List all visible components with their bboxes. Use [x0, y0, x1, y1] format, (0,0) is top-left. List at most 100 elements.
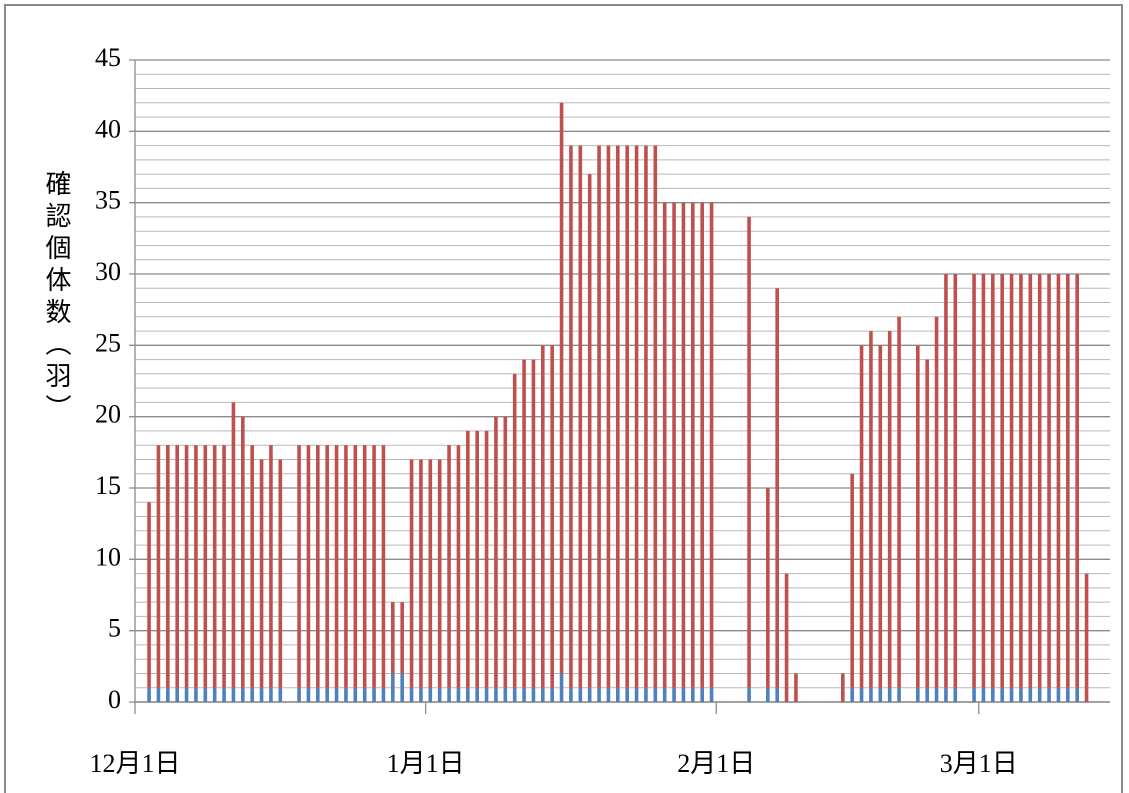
bar	[147, 502, 151, 688]
bar	[428, 687, 433, 702]
bar	[981, 274, 986, 688]
bar	[644, 145, 648, 688]
y-tick-label: 0	[108, 685, 121, 714]
bar	[325, 687, 329, 702]
bar	[241, 687, 245, 702]
bar	[456, 445, 461, 688]
bar	[944, 274, 948, 688]
bar	[466, 687, 470, 702]
bar	[559, 673, 564, 702]
bar	[212, 687, 217, 702]
bar	[531, 359, 536, 688]
bar	[991, 687, 995, 702]
bar	[475, 687, 479, 702]
bar	[409, 687, 414, 702]
bar	[991, 274, 995, 688]
bar	[269, 687, 273, 702]
bar	[1066, 687, 1070, 702]
bar	[916, 345, 920, 688]
bar	[878, 345, 883, 688]
bar	[269, 445, 273, 688]
bar	[747, 687, 751, 702]
bar	[494, 687, 498, 702]
bar	[1084, 573, 1089, 702]
bar	[362, 687, 367, 702]
bar	[1009, 687, 1014, 702]
bar	[578, 145, 583, 688]
bar	[700, 687, 704, 702]
bar	[934, 316, 939, 688]
bar	[1037, 274, 1042, 688]
bar	[916, 687, 920, 702]
bar	[616, 145, 620, 688]
x-tick-label: 1月1日	[387, 749, 465, 778]
bar	[437, 459, 442, 688]
bar	[662, 202, 667, 688]
bar	[419, 687, 423, 702]
bar	[550, 687, 554, 702]
bar	[616, 687, 620, 702]
bar	[709, 202, 714, 688]
bar	[625, 687, 629, 702]
bar	[297, 687, 301, 702]
bar	[156, 445, 161, 688]
bar	[766, 488, 770, 688]
bar	[1056, 687, 1061, 702]
bar	[897, 687, 901, 702]
bar	[794, 673, 798, 702]
bar	[344, 687, 348, 702]
bar	[175, 687, 179, 702]
y-tick-label: 35	[95, 186, 121, 215]
bar	[1000, 274, 1004, 688]
bar	[212, 445, 217, 688]
bar	[709, 687, 714, 702]
bar	[672, 202, 676, 688]
bar	[672, 687, 676, 702]
bar	[606, 687, 611, 702]
bar	[494, 416, 498, 688]
bar	[250, 445, 254, 688]
bar	[194, 445, 198, 688]
bar	[587, 687, 592, 702]
bar	[681, 687, 686, 702]
y-tick-label: 30	[95, 257, 121, 286]
bar	[559, 102, 564, 674]
bar	[972, 687, 976, 702]
bar	[175, 445, 179, 688]
bar	[231, 687, 236, 702]
bar	[953, 687, 958, 702]
bar	[241, 416, 245, 688]
y-tick-label: 15	[95, 471, 121, 500]
bar	[325, 445, 329, 688]
bar	[503, 416, 508, 688]
bar	[475, 430, 479, 688]
bar	[353, 687, 358, 702]
bar	[381, 445, 386, 688]
bar	[391, 602, 395, 674]
bar	[184, 687, 189, 702]
bar	[278, 459, 283, 688]
bar	[484, 687, 489, 702]
bar	[259, 459, 264, 688]
bar	[1028, 274, 1033, 688]
bar	[869, 331, 873, 688]
bar	[1066, 274, 1070, 688]
bar	[512, 687, 517, 702]
bar	[634, 687, 639, 702]
bar	[850, 473, 854, 688]
bar	[400, 602, 404, 674]
bar	[1075, 687, 1079, 702]
bar	[306, 687, 311, 702]
bar	[691, 687, 695, 702]
bar	[503, 687, 508, 702]
bar	[841, 673, 845, 702]
bar	[231, 402, 236, 688]
bar	[569, 687, 573, 702]
bar	[541, 345, 545, 688]
y-tick-label: 45	[95, 43, 121, 72]
y-tick-label: 10	[95, 542, 121, 571]
bar	[184, 445, 189, 688]
bar	[972, 274, 976, 688]
bar	[466, 430, 470, 688]
